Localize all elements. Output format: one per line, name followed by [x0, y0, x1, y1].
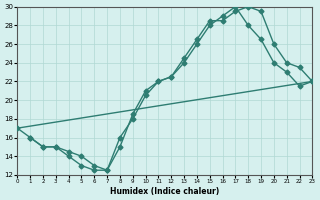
X-axis label: Humidex (Indice chaleur): Humidex (Indice chaleur)	[110, 187, 220, 196]
